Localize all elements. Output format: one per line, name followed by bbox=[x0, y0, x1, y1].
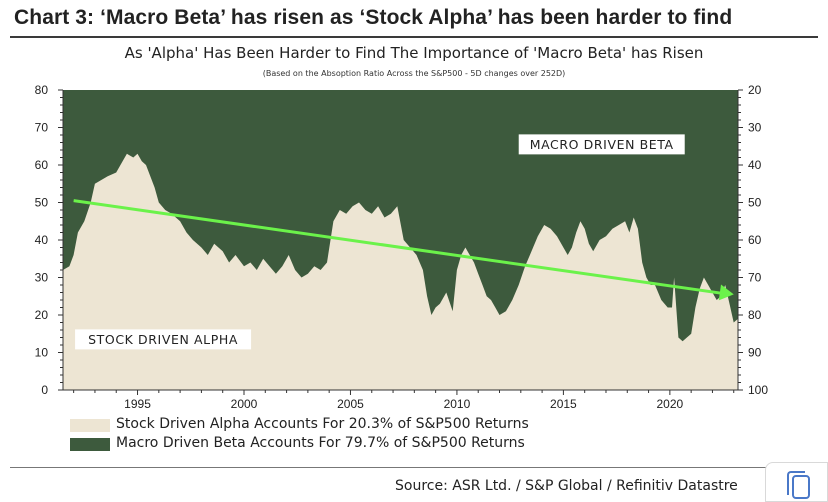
right-y-tick-label: 30 bbox=[748, 121, 762, 135]
copy-icon bbox=[792, 475, 810, 499]
left-y-tick-label: 60 bbox=[35, 158, 49, 172]
trend-arrowhead bbox=[718, 284, 734, 301]
legend-swatch-beta bbox=[70, 438, 110, 451]
chart-title: Chart 3: ‘Macro Beta’ has risen as ‘Stoc… bbox=[14, 6, 733, 29]
footer-divider bbox=[10, 467, 818, 468]
left-y-tick-label: 30 bbox=[35, 271, 49, 285]
stock-alpha-label-box bbox=[75, 329, 252, 350]
chart-note: (Based on the Absoption Ratio Across the… bbox=[262, 69, 566, 78]
right-y-tick-label: 100 bbox=[748, 383, 768, 397]
legend-swatch-alpha bbox=[70, 419, 110, 432]
legend-label-alpha: Stock Driven Alpha Accounts For 20.3% of… bbox=[116, 416, 529, 432]
x-tick-label: 2010 bbox=[444, 397, 471, 411]
trend-line bbox=[73, 199, 724, 296]
x-tick-label: 1995 bbox=[124, 397, 151, 411]
copy-button[interactable] bbox=[765, 462, 828, 502]
macro-beta-label-box bbox=[518, 134, 685, 155]
x-tick-label: 2015 bbox=[550, 397, 577, 411]
legend-label-beta: Macro Driven Beta Accounts For 79.7% of … bbox=[116, 435, 525, 451]
right-y-tick-label: 20 bbox=[748, 83, 762, 97]
right-y-tick-label: 70 bbox=[748, 271, 762, 285]
macro-beta-label: MACRO DRIVEN BETA bbox=[530, 137, 674, 152]
source-note: Source: ASR Ltd. / S&P Global / Refiniti… bbox=[395, 478, 738, 494]
x-tick-label: 2005 bbox=[337, 397, 364, 411]
right-y-tick-label: 60 bbox=[748, 233, 762, 247]
left-y-tick-label: 40 bbox=[35, 233, 49, 247]
left-y-tick-label: 70 bbox=[35, 121, 49, 135]
right-y-tick-label: 40 bbox=[748, 158, 762, 172]
left-y-tick-label: 50 bbox=[35, 196, 49, 210]
left-y-tick-label: 10 bbox=[35, 346, 49, 360]
left-y-tick-label: 20 bbox=[35, 308, 49, 322]
chart-subtitle: As 'Alpha' Has Been Harder to Find The I… bbox=[124, 44, 704, 62]
right-y-tick-label: 80 bbox=[748, 308, 762, 322]
left-y-tick-label: 80 bbox=[35, 83, 49, 97]
x-tick-label: 2000 bbox=[231, 397, 258, 411]
chart-canvas: 1995 2000 2005 2010 2015 2020 0 10 20 30 40 50 60 70 8… bbox=[35, 83, 769, 411]
title-divider bbox=[10, 36, 818, 38]
left-y-tick-label: 0 bbox=[41, 383, 48, 397]
copy-icon-back bbox=[787, 471, 805, 495]
right-y-tick-label: 50 bbox=[748, 196, 762, 210]
stock-alpha-label: STOCK DRIVEN ALPHA bbox=[88, 332, 238, 347]
right-y-tick-label: 90 bbox=[748, 346, 762, 360]
x-tick-label: 2020 bbox=[657, 397, 684, 411]
